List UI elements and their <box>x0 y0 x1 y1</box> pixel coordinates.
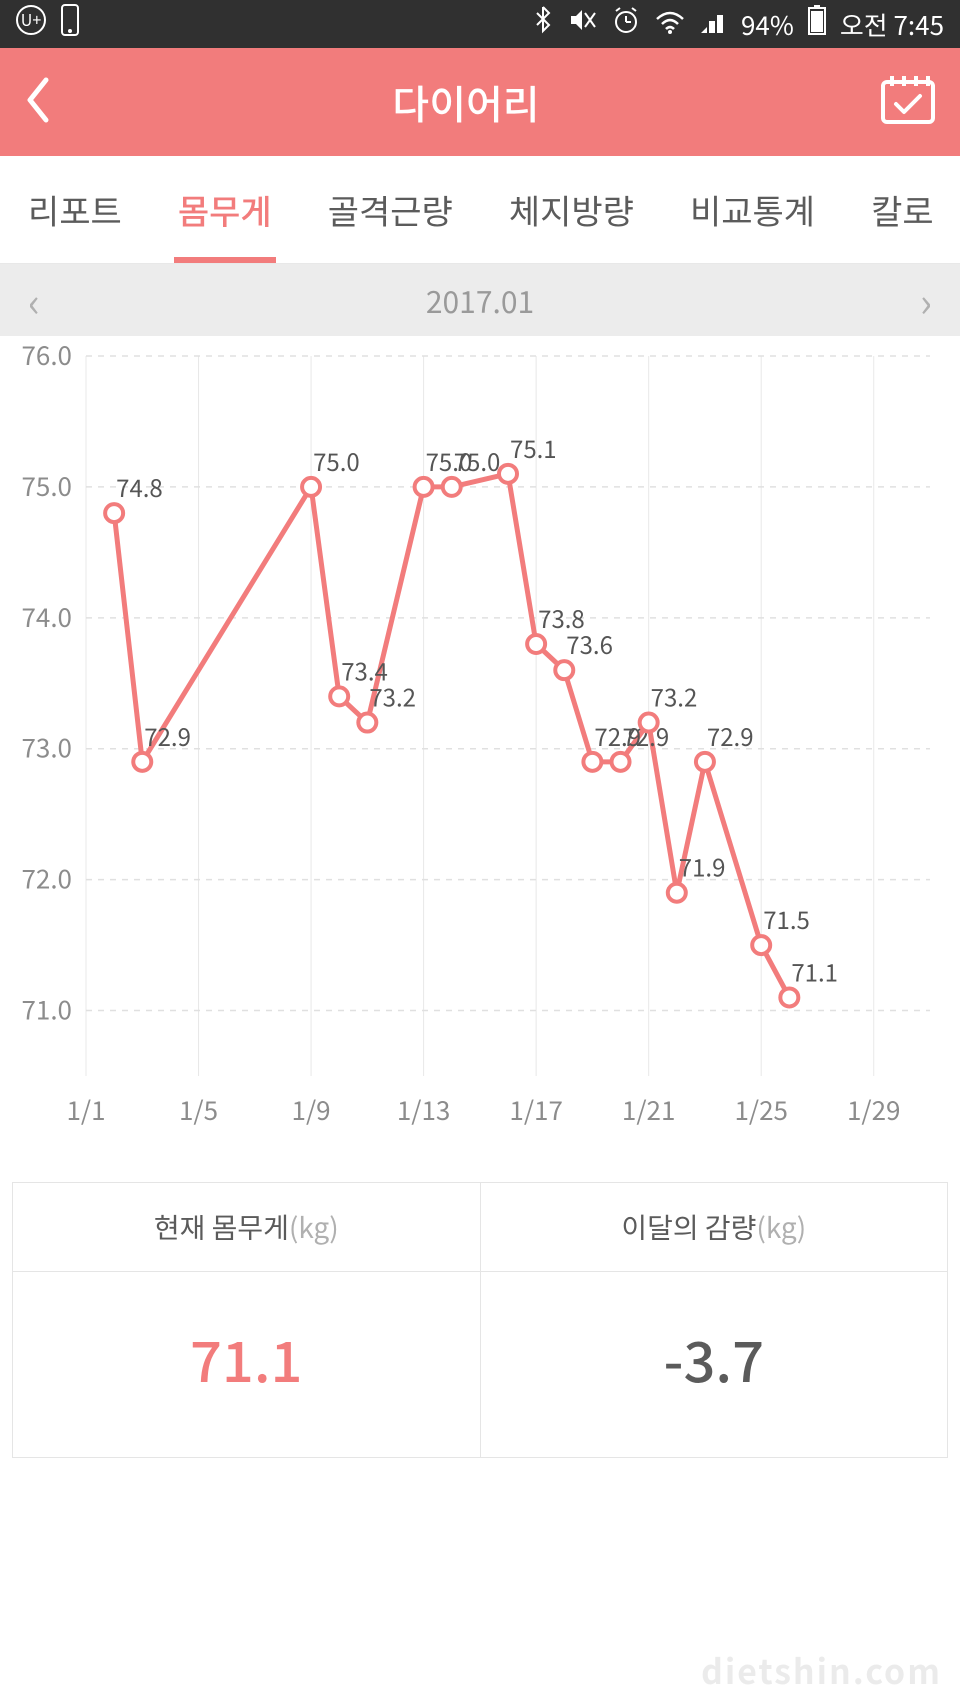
tab-report[interactable]: 리포트 <box>0 156 150 263</box>
signal-icon <box>699 6 727 43</box>
clock-time: 오전 7:45 <box>840 6 944 43</box>
svg-text:72.9: 72.9 <box>707 718 754 753</box>
tab-weight[interactable]: 몸무게 <box>150 156 300 263</box>
tab-bar: 리포트 몸무게 골격근량 체지방량 비교통계 칼로 <box>0 156 960 264</box>
mute-icon <box>567 5 597 43</box>
summary-month-loss-title: 이달의 감량 <box>621 1207 756 1247</box>
month-label: 2017.01 <box>426 278 534 322</box>
svg-text:72.0: 72.0 <box>21 860 72 897</box>
summary-current-weight-unit: (kg) <box>289 1207 339 1247</box>
summary-month-loss-value: -3.7 <box>481 1272 948 1457</box>
svg-text:71.9: 71.9 <box>679 849 726 884</box>
carrier-icon: U+ <box>16 5 46 43</box>
svg-text:75.1: 75.1 <box>510 430 557 465</box>
summary-month-loss: 이달의 감량(kg) -3.7 <box>481 1183 948 1457</box>
svg-text:74.8: 74.8 <box>116 469 163 504</box>
weight-chart-svg: 71.0 72.0 73.0 74.0 75.0 76.0 1/1 1/5 1/9 1/13 1/1… <box>0 336 960 1156</box>
svg-text:1/9: 1/9 <box>292 1091 331 1128</box>
svg-text:71.0: 71.0 <box>21 991 72 1028</box>
svg-text:75.0: 75.0 <box>21 467 72 504</box>
prev-month-button[interactable]: ‹ <box>28 271 40 329</box>
wifi-icon <box>655 6 685 43</box>
svg-text:73.0: 73.0 <box>21 729 72 766</box>
svg-text:75.0: 75.0 <box>313 443 360 478</box>
svg-text:1/13: 1/13 <box>397 1091 450 1128</box>
status-bar: U+ 94% 오전 7:45 <box>0 0 960 48</box>
svg-text:1/29: 1/29 <box>847 1091 900 1128</box>
svg-text:71.5: 71.5 <box>763 901 810 936</box>
next-month-button[interactable]: › <box>920 271 932 329</box>
summary-current-weight-head: 현재 몸무게(kg) <box>13 1183 480 1272</box>
svg-text:75.0: 75.0 <box>454 443 501 478</box>
svg-text:72.9: 72.9 <box>144 718 191 753</box>
tab-bodyfat[interactable]: 체지방량 <box>481 156 662 263</box>
svg-text:1/21: 1/21 <box>622 1091 675 1128</box>
summary-table: 현재 몸무게(kg) 71.1 이달의 감량(kg) -3.7 <box>12 1182 948 1458</box>
tab-compare[interactable]: 비교통계 <box>662 156 843 263</box>
svg-text:1/1: 1/1 <box>66 1091 105 1128</box>
summary-current-weight: 현재 몸무게(kg) 71.1 <box>13 1183 481 1457</box>
svg-text:74.0: 74.0 <box>21 598 72 635</box>
svg-text:U+: U+ <box>21 7 42 31</box>
svg-text:1/5: 1/5 <box>179 1091 218 1128</box>
battery-icon <box>808 5 826 43</box>
svg-text:71.1: 71.1 <box>791 953 838 988</box>
bluetooth-icon <box>533 5 553 43</box>
summary-current-weight-value: 71.1 <box>13 1272 480 1457</box>
tab-calorie[interactable]: 칼로 <box>843 156 960 263</box>
summary-current-weight-title: 현재 몸무게 <box>154 1207 289 1247</box>
app-header: 다이어리 <box>0 48 960 156</box>
page-title: 다이어리 <box>392 73 539 131</box>
back-button[interactable] <box>24 76 52 129</box>
tab-muscle[interactable]: 골격근량 <box>300 156 481 263</box>
phone-icon <box>60 4 80 44</box>
svg-text:1/25: 1/25 <box>734 1091 787 1128</box>
watermark: dietshin.com <box>701 1645 942 1694</box>
alarm-icon <box>611 5 641 43</box>
svg-text:73.6: 73.6 <box>566 626 613 661</box>
svg-text:73.2: 73.2 <box>369 679 416 714</box>
calendar-button[interactable] <box>880 74 936 131</box>
svg-text:1/17: 1/17 <box>509 1091 562 1128</box>
summary-month-loss-head: 이달의 감량(kg) <box>481 1183 948 1272</box>
weight-chart: 71.0 72.0 73.0 74.0 75.0 76.0 1/1 1/5 1/9 1/13 1/1… <box>0 336 960 1156</box>
battery-percent: 94% <box>741 6 794 43</box>
month-navigator: ‹ 2017.01 › <box>0 264 960 336</box>
summary-month-loss-unit: (kg) <box>756 1207 806 1247</box>
svg-text:76.0: 76.0 <box>21 336 72 373</box>
svg-text:73.2: 73.2 <box>651 679 698 714</box>
